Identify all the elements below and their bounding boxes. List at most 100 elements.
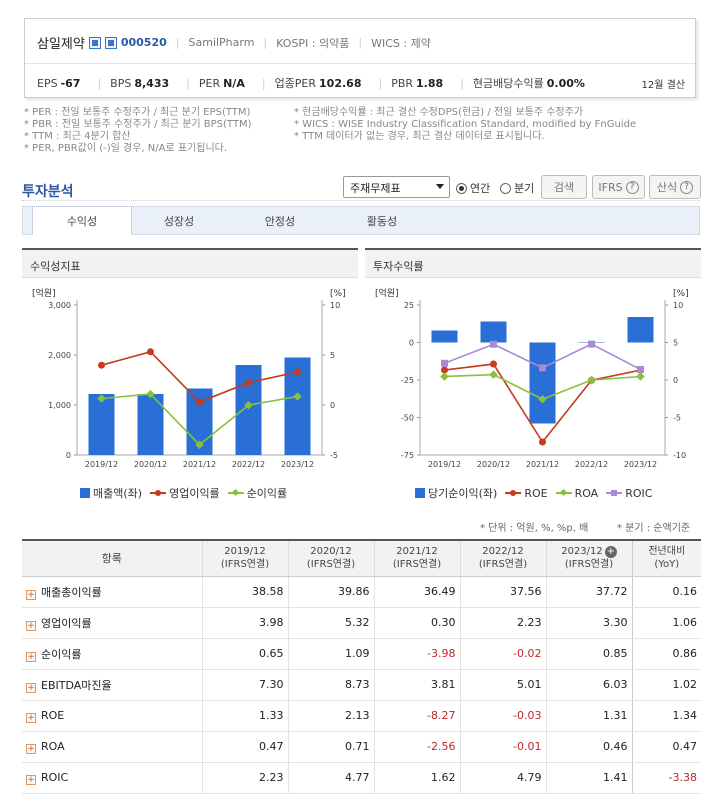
data-point <box>441 366 448 374</box>
expand-icon[interactable]: + <box>26 712 36 723</box>
right-tick-label: 5 <box>330 351 335 360</box>
table-row: + 영업이익률 3.98 5.32 0.30 2.23 3.30 1.06 <box>22 607 701 639</box>
left-tick-label: 2,000 <box>48 351 71 360</box>
expand-icon[interactable]: + <box>26 682 36 693</box>
chart-title: 수익성지표 <box>22 250 358 278</box>
row-label[interactable]: + ROE <box>22 700 202 732</box>
line-swatch <box>505 490 522 496</box>
x-tick-label: 2020/12 <box>477 460 510 469</box>
stock-code: 000520 <box>120 36 167 49</box>
divider <box>22 200 700 201</box>
tab-stability[interactable]: 안정성 <box>264 215 296 228</box>
legend-label: ROA <box>574 486 599 500</box>
header-item: 항록 <box>22 540 202 577</box>
company-header: 삼일제약 000520 | SamilPharm | KOSPI : 의약품 |… <box>37 33 431 52</box>
x-tick-label: 2022/12 <box>232 460 265 469</box>
row-label[interactable]: + ROIC <box>22 762 202 794</box>
yoy-cell: 0.47 <box>631 731 701 763</box>
table-header-row: 항록 2019/12 (IFRS연결) 2020/12 (IFRS연결) 2021/… <box>22 540 701 577</box>
x-tick-label: 2021/12 <box>526 460 559 469</box>
legend-item[interactable]: 당기순이익(좌) <box>415 485 497 501</box>
legend-item[interactable]: 영업이익률 <box>150 485 220 501</box>
ifrs-label: IFRS <box>598 180 623 194</box>
left-axis-unit: [억원] <box>32 287 56 299</box>
legend-item[interactable]: 순이익률 <box>227 485 287 501</box>
data-point <box>490 360 497 368</box>
right-tick-label: -10 <box>673 451 686 460</box>
expand-icon[interactable]: + <box>26 774 36 785</box>
header-year: 2020/12 (IFRS연결) <box>287 540 374 577</box>
bar <box>431 330 458 343</box>
divider: | <box>97 76 102 90</box>
legend-label: 매출액(좌) <box>93 487 143 500</box>
bar <box>529 342 556 424</box>
data-point <box>196 398 203 406</box>
ifrs-help-button[interactable]: IFRS? <box>592 175 645 199</box>
x-tick-label: 2019/12 <box>85 460 118 469</box>
company-english-name: SamilPharm <box>188 36 255 49</box>
row-label[interactable]: + 순이익률 <box>22 638 202 670</box>
radio-selected-icon <box>456 182 467 194</box>
legend-item[interactable]: 매출액(좌) <box>80 485 142 501</box>
formula-help-button[interactable]: 산식? <box>649 175 701 199</box>
per-metric: PER N/A <box>198 76 245 90</box>
statement-select[interactable]: 주재무제표 <box>343 176 450 198</box>
legend-item[interactable]: ROE <box>505 487 548 500</box>
table-cell: 0.65 <box>201 638 288 670</box>
table-cell: 3.30 <box>545 607 632 639</box>
expand-icon[interactable]: + <box>26 743 36 754</box>
tab-profitability[interactable]: 수익성 <box>32 206 132 235</box>
legend-item[interactable]: ROIC <box>606 487 652 500</box>
yoy-cell: 1.34 <box>631 700 701 732</box>
search-button[interactable]: 검색 <box>541 175 587 199</box>
formula-label: 산식 <box>656 181 678 194</box>
table-cell: 0.71 <box>287 731 374 763</box>
data-point <box>539 438 546 446</box>
data-point <box>490 340 497 348</box>
data-point <box>539 364 546 372</box>
left-tick-label: 1,000 <box>48 401 71 410</box>
left-tick-label: 0 <box>66 451 71 460</box>
row-label[interactable]: + 영업이익률 <box>22 607 202 639</box>
expand-columns-icon[interactable]: + <box>604 546 617 559</box>
divider: | <box>460 76 464 90</box>
right-tick-label: 0 <box>673 376 678 385</box>
right-tick-label: 10 <box>673 301 683 310</box>
line-swatch <box>606 490 623 496</box>
profitability-chart-panel: 수익성지표 [억원] [%] 0 1,000 2,000 3,000 -5 0 5 10 2019/… <box>22 248 358 510</box>
data-point <box>147 348 154 356</box>
left-tick-label: -50 <box>401 414 414 423</box>
expand-icon[interactable]: + <box>26 589 36 600</box>
factory-icon[interactable] <box>104 36 117 49</box>
annual-radio[interactable]: 연간 <box>456 180 490 196</box>
row-label[interactable]: + 매출총이익률 <box>22 576 202 608</box>
divider: | <box>261 76 266 90</box>
divider: | <box>186 76 190 90</box>
table-cell: 3.98 <box>201 607 288 639</box>
tab-activity[interactable]: 활동성 <box>366 215 398 228</box>
table-cell: 8.73 <box>287 669 374 701</box>
legend-item[interactable]: ROA <box>555 486 599 500</box>
row-label[interactable]: + ROA <box>22 731 202 763</box>
wics-label: WICS : 제약 <box>371 36 431 50</box>
expand-icon[interactable]: + <box>26 620 36 631</box>
yoy-cell: 1.02 <box>631 669 701 701</box>
question-icon: ? <box>680 180 694 194</box>
tab-growth[interactable]: 성장성 <box>163 215 195 228</box>
line-swatch <box>150 490 167 496</box>
x-tick-label: 2020/12 <box>134 460 167 469</box>
table-cell: 1.62 <box>373 762 460 794</box>
building-icon[interactable] <box>88 36 101 49</box>
table-cell: 37.56 <box>459 576 546 608</box>
row-label[interactable]: + EBITDA마진율 <box>22 669 202 701</box>
left-axis-unit: [억원] <box>375 287 399 299</box>
row-label-text: 순이익률 <box>41 647 82 661</box>
bar-swatch <box>80 488 90 498</box>
left-tick-label: 25 <box>404 301 414 310</box>
table-cell: 1.41 <box>545 762 632 794</box>
expand-icon[interactable]: + <box>26 651 36 662</box>
table-row: + ROA 0.47 0.71 -2.56 -0.01 0.46 0.47 <box>22 731 701 763</box>
table-row: + EBITDA마진율 7.30 8.73 3.81 5.01 6.03 1.02 <box>22 669 701 701</box>
table-cell: -2.56 <box>373 731 460 763</box>
quarter-radio[interactable]: 분기 <box>500 180 534 196</box>
